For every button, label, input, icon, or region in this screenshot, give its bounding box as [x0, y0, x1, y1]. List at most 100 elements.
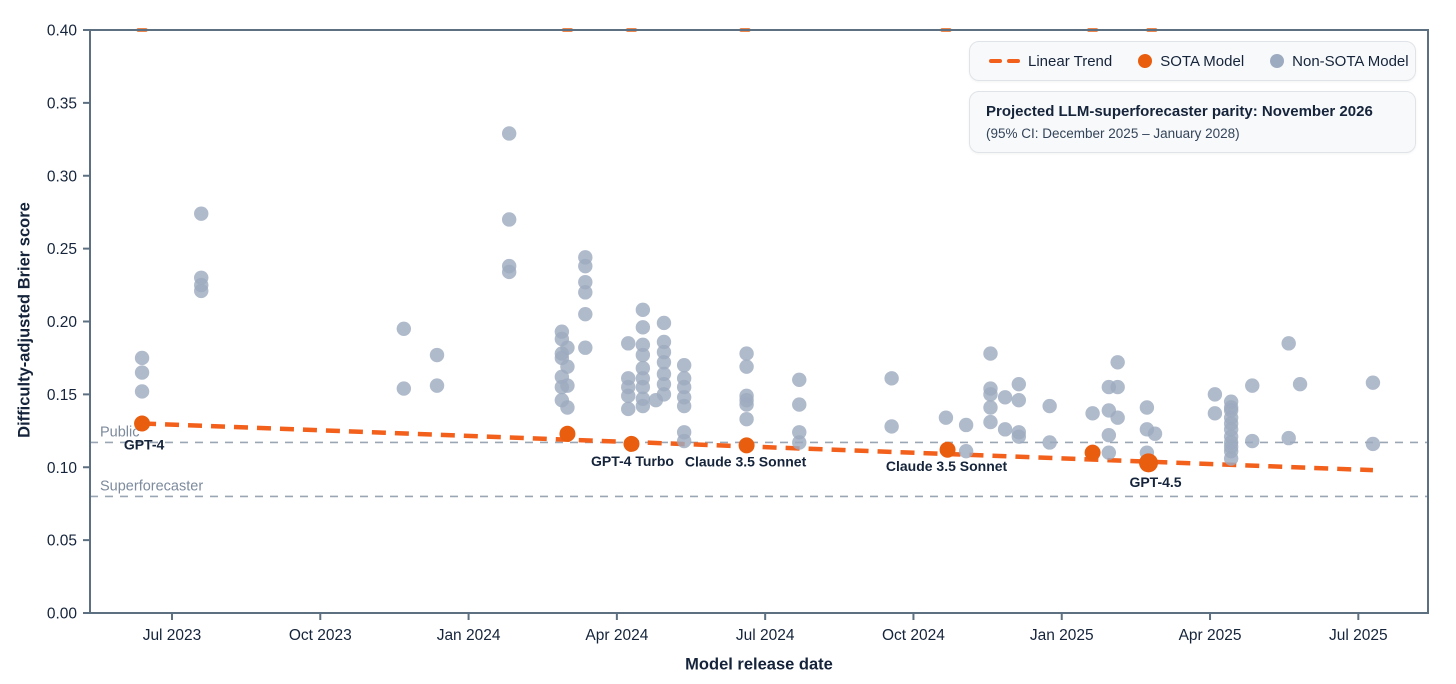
non-sota-point — [1365, 436, 1381, 452]
non-sota-point — [134, 350, 150, 366]
projection-box: Projected LLM-superforecaster parity: No… — [969, 91, 1416, 153]
non-sota-point — [739, 411, 754, 427]
non-sota-point — [635, 347, 651, 363]
non-sota-point — [635, 360, 651, 376]
non-sota-point — [501, 126, 517, 141]
y-tick-label: 0.05 — [47, 533, 77, 550]
non-sota-point — [792, 435, 807, 450]
non-sota-dot-icon — [1270, 54, 1285, 68]
non-sota-point — [635, 337, 651, 353]
non-sota-point — [1042, 435, 1057, 450]
legend-label-non-sota: Non-SOTA Model — [1292, 52, 1409, 70]
non-sota-point — [578, 340, 593, 355]
non-sota-point — [1101, 427, 1117, 443]
non-sota-point — [656, 334, 672, 350]
x-tick-label: Oct 2023 — [289, 627, 352, 644]
y-tick-label: 0.15 — [47, 387, 77, 404]
x-tick-label: Oct 2024 — [882, 627, 945, 644]
sota-point — [623, 435, 640, 452]
non-sota-point — [983, 414, 998, 430]
non-sota-point — [396, 321, 412, 336]
x-tick-label: Jan 2024 — [437, 627, 501, 644]
non-sota-point — [1245, 433, 1260, 449]
y-tick-label: 0.40 — [47, 23, 78, 40]
non-sota-point — [983, 400, 998, 415]
non-sota-point — [1281, 336, 1296, 351]
non-sota-point — [1110, 379, 1125, 395]
sota-point — [559, 425, 576, 442]
non-sota-point — [635, 320, 651, 335]
y-tick-label: 0.25 — [47, 241, 77, 258]
non-sota-point — [676, 358, 692, 373]
non-sota-point — [1139, 400, 1155, 415]
non-sota-point — [884, 371, 899, 386]
non-sota-point — [676, 379, 692, 395]
non-sota-point — [656, 376, 672, 392]
x-axis-label: Model release date — [685, 655, 833, 674]
sota-point — [1084, 444, 1101, 461]
y-tick-label: 0.00 — [47, 606, 78, 623]
reference-line-label: Public — [100, 424, 140, 440]
non-sota-point — [1292, 376, 1308, 392]
non-sota-point — [578, 307, 593, 322]
non-sota-point — [1365, 375, 1381, 390]
non-sota-point — [560, 340, 575, 355]
sota-point-label: GPT-4 — [124, 437, 165, 453]
non-sota-point — [1281, 430, 1296, 446]
non-sota-point — [501, 264, 517, 280]
non-sota-point — [997, 390, 1013, 405]
y-tick-label: 0.30 — [47, 168, 78, 185]
non-sota-point — [958, 444, 974, 459]
non-sota-point — [739, 359, 754, 374]
non-sota-point — [676, 398, 692, 414]
projection-subtitle: (95% CI: December 2025 – January 2028) — [986, 126, 1240, 141]
non-sota-point — [1207, 406, 1223, 421]
x-tick-label: Jul 2025 — [1329, 627, 1388, 644]
non-sota-point — [1110, 410, 1125, 425]
x-tick-label: Jul 2024 — [736, 627, 795, 644]
non-sota-point — [656, 315, 672, 331]
sota-point-label: Claude 3.5 Sonnet — [886, 458, 1008, 474]
non-sota-point — [792, 372, 807, 387]
non-sota-point — [983, 387, 998, 402]
non-sota-point — [1085, 406, 1100, 421]
y-tick-label: 0.20 — [47, 314, 78, 331]
legend-label-sota: SOTA Model — [1160, 52, 1245, 70]
non-sota-point — [739, 346, 754, 361]
x-tick-label: Jan 2025 — [1030, 627, 1094, 644]
non-sota-point — [621, 401, 636, 417]
x-tick-label: Jul 2023 — [143, 627, 202, 644]
non-sota-point — [578, 274, 593, 290]
x-tick-label: Apr 2024 — [585, 627, 648, 644]
legend-item-non-sota: Non-SOTA Model — [1270, 52, 1409, 70]
non-sota-point — [656, 387, 672, 402]
non-sota-point — [1011, 429, 1027, 444]
y-axis-label: Difficulty-adjusted Brier score — [15, 202, 34, 438]
non-sota-point — [656, 344, 672, 360]
sota-dot-icon — [1138, 54, 1153, 68]
non-sota-point — [1207, 387, 1223, 402]
non-sota-point — [134, 365, 150, 380]
non-sota-point — [958, 417, 974, 433]
non-sota-point — [1101, 445, 1117, 460]
non-sota-point — [1042, 398, 1057, 414]
non-sota-point — [1147, 426, 1163, 441]
non-sota-point — [656, 355, 672, 370]
non-sota-point — [1110, 355, 1125, 370]
non-sota-point — [396, 381, 412, 396]
non-sota-point — [429, 378, 445, 393]
non-sota-point — [1223, 451, 1239, 466]
non-sota-point — [134, 384, 150, 399]
non-sota-point — [983, 346, 998, 361]
non-sota-point — [635, 379, 651, 395]
projection-title: Projected LLM-superforecaster parity: No… — [986, 103, 1373, 120]
legend-item-linear-trend: Linear Trend — [989, 53, 1112, 70]
non-sota-point — [792, 397, 807, 412]
non-sota-point — [635, 302, 651, 318]
sota-point — [134, 415, 151, 432]
x-tick-label: Apr 2025 — [1179, 627, 1242, 644]
sota-point-label: Claude 3.5 Sonnet — [685, 453, 807, 469]
non-sota-point — [656, 366, 672, 382]
non-sota-point — [560, 378, 575, 393]
